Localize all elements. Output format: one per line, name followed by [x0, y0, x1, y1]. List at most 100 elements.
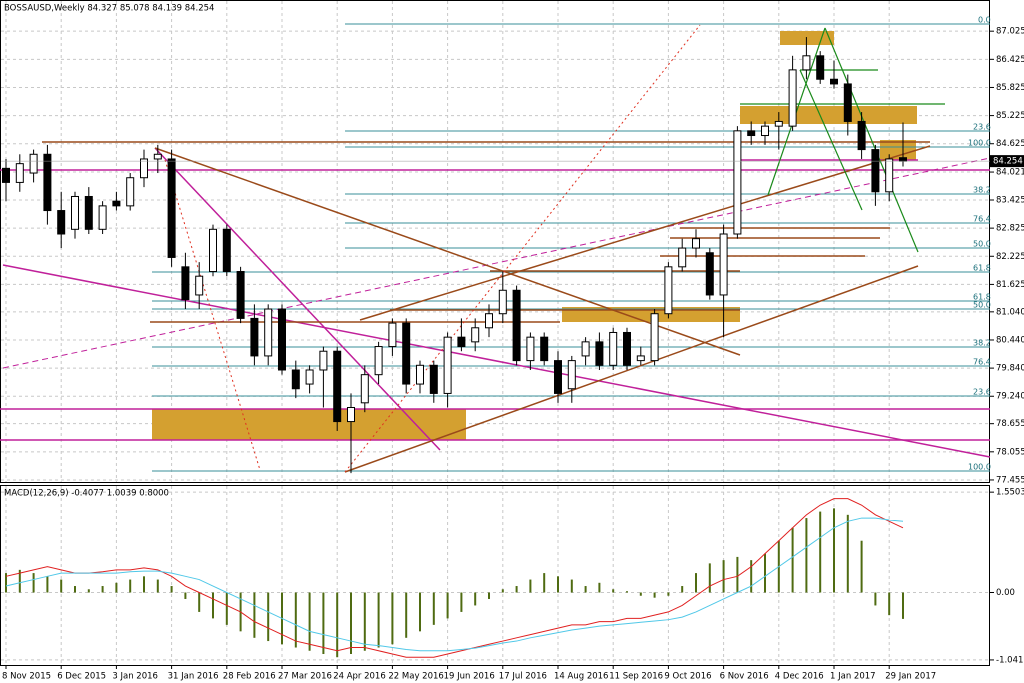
chart-title: BOSSAUSD,Weekly 84.327 85.078 84.139 84.… [4, 4, 214, 14]
x-tick-label: 1 Jan 2017 [830, 672, 876, 682]
x-tick-label: 27 Mar 2016 [278, 672, 332, 682]
histogram-bar [198, 592, 201, 612]
last-price-box [990, 155, 1024, 168]
candle-body [29, 153, 38, 174]
candle-body [181, 266, 190, 301]
candle-body [843, 83, 852, 122]
candle-body [747, 130, 756, 137]
candle-body [719, 233, 728, 296]
histogram-bar [377, 592, 380, 648]
y-tick-label: 86.425 [996, 55, 1024, 65]
candle-body [485, 313, 493, 329]
histogram-bar [750, 560, 753, 593]
macd-title: MACD(12,26,9) -0.4077 1.0039 0.8000 [4, 489, 169, 499]
y-tick-label: 80.440 [996, 335, 1024, 345]
x-tick-label: 28 Feb 2016 [223, 672, 276, 682]
x-tick-label: 24 Apr 2016 [333, 672, 386, 682]
candle-body [581, 341, 590, 357]
y-tick-label: 84.625 [996, 139, 1024, 149]
x-tick-label: 19 Jun 2016 [444, 672, 495, 682]
y-tick-label: 82.825 [996, 224, 1024, 234]
fib-label: 76.4 [973, 215, 991, 224]
candle-body [857, 120, 866, 151]
candle-body [609, 331, 618, 366]
candle-body [899, 157, 907, 162]
x-tick-label: 3 Jan 2016 [112, 672, 158, 682]
histogram-bar [557, 576, 559, 593]
y-tick-label: 78.055 [996, 447, 1024, 457]
histogram-bar [570, 579, 573, 593]
candle-body [112, 200, 121, 207]
histogram-bar [874, 592, 877, 606]
candle-body [167, 158, 176, 258]
candle-body [498, 289, 507, 315]
candle-body [678, 247, 687, 268]
fib-label: 38.2 [973, 339, 991, 348]
y-tick-label: 82.225 [996, 252, 1024, 262]
candle-body [554, 360, 562, 394]
fib-label: 100.0 [968, 139, 991, 148]
candle-body [153, 153, 162, 160]
candle-body [567, 360, 576, 390]
candle-body [195, 275, 204, 296]
candle-body [140, 158, 148, 179]
x-tick-label: 9 Oct 2016 [664, 672, 711, 682]
candle-body [802, 55, 811, 71]
histogram-bar [626, 591, 628, 593]
trend-line [344, 24, 701, 473]
fib-labels: 0.0 23.6 100.0 38.2 76.4 50.0 61.8 61.8 … [968, 16, 991, 472]
histogram-bar [405, 592, 408, 638]
histogram-bar [170, 586, 173, 593]
candle-body [319, 350, 328, 371]
histogram-bar [488, 592, 490, 599]
histogram-bar [267, 592, 270, 642]
histogram-bar [543, 573, 546, 593]
histogram-bar [695, 573, 697, 593]
histogram-bar [60, 579, 63, 593]
fib-label: 50.0 [973, 301, 991, 310]
y-tick-label: 83.425 [996, 195, 1024, 205]
histogram-bar [184, 592, 187, 599]
y-tick-label: 1.5503 [996, 488, 1024, 498]
x-tick-label: 8 Nov 2015 [2, 672, 51, 682]
candle-body [360, 374, 369, 404]
x-tick-label: 29 Jan 2017 [885, 672, 936, 682]
x-tick-label: 4 Dec 2016 [775, 672, 824, 682]
histogram-bar [308, 592, 311, 651]
histogram-bar [501, 589, 504, 593]
fib-label: 76.4 [973, 358, 991, 367]
histogram-bar [791, 527, 794, 593]
histogram-bar [667, 592, 670, 596]
histogram-bar [294, 592, 297, 648]
histogram-bar [639, 592, 642, 596]
histogram-bar [529, 579, 532, 593]
candle-body [98, 205, 107, 230]
histogram-bar [833, 508, 835, 593]
fib-label: 38.2 [973, 186, 991, 195]
histogram-bar [902, 592, 904, 619]
histogram-bar [225, 592, 228, 625]
candle-body [733, 130, 742, 235]
histogram-bar [18, 569, 21, 593]
x-tick-label: 31 Jan 2016 [168, 672, 219, 682]
histogram-bar [143, 576, 145, 593]
zone [152, 409, 466, 440]
histogram-bar [764, 553, 766, 593]
candle-body [471, 327, 480, 343]
candle-body [816, 55, 825, 80]
candle-body [761, 125, 769, 137]
histogram-bar [5, 573, 7, 593]
histogram-bar [32, 573, 35, 593]
trend-line [799, 69, 863, 211]
histogram-bar [212, 592, 214, 619]
histogram-bar [156, 579, 159, 593]
y-tick-label: 81.625 [996, 280, 1024, 290]
histogram-bar [474, 592, 477, 606]
y-tick-label: 87.025 [996, 27, 1024, 37]
y-tick-label: 85.825 [996, 83, 1024, 93]
histogram-bar [46, 576, 49, 593]
y-tick-label: -1.0417 [996, 655, 1024, 665]
candle-body [636, 355, 645, 362]
candle-body [236, 271, 245, 319]
